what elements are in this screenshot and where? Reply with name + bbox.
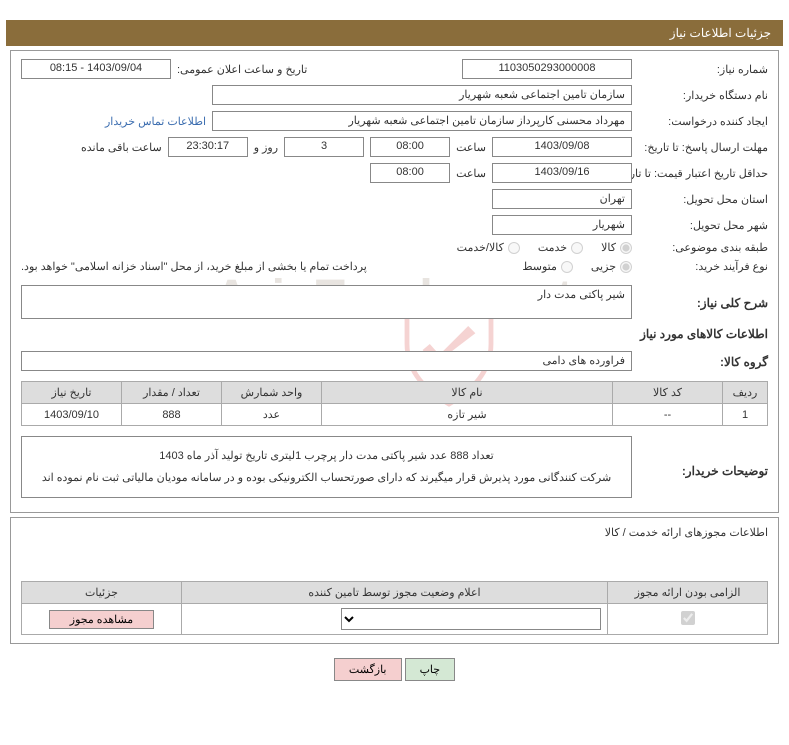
delivery-city-value: شهریار bbox=[492, 215, 632, 235]
requester-label: ایجاد کننده درخواست: bbox=[638, 115, 768, 128]
delivery-city-label: شهر محل تحویل: bbox=[638, 219, 768, 232]
table-row: 1 -- شیر تازه عدد 888 1403/09/10 bbox=[22, 404, 768, 426]
th-need-date: تاریخ نیاز bbox=[22, 382, 122, 404]
goods-group-label: گروه کالا: bbox=[638, 355, 768, 369]
pt-medium-radio[interactable] bbox=[561, 261, 573, 273]
license-panel-title: اطلاعات مجوزهای ارائه خدمت / کالا bbox=[21, 526, 768, 539]
cell-need-date: 1403/09/10 bbox=[22, 404, 122, 426]
subject-category-group: کالا خدمت کالا/خدمت bbox=[457, 241, 632, 254]
buyer-desc-box: تعداد 888 عدد شیر پاکتی مدت دار پرچرب 1ل… bbox=[21, 436, 632, 498]
remaining-suffix: ساعت باقی مانده bbox=[81, 141, 162, 154]
time-label-1: ساعت bbox=[456, 141, 486, 154]
announce-datetime-value: 1403/09/04 - 08:15 bbox=[21, 59, 171, 79]
purchase-type-group: جزیی متوسط bbox=[522, 260, 632, 273]
back-button[interactable]: بازگشت bbox=[334, 658, 402, 681]
cat-goods-radio[interactable] bbox=[620, 242, 632, 254]
need-number-label: شماره نیاز: bbox=[638, 63, 768, 76]
time-label-2: ساعت bbox=[456, 167, 486, 180]
goods-group-value: فراورده های دامی bbox=[21, 351, 632, 371]
reply-deadline-label: مهلت ارسال پاسخ: تا تاریخ: bbox=[638, 141, 768, 154]
print-button[interactable]: چاپ bbox=[405, 658, 456, 681]
th-details: جزئیات bbox=[22, 582, 182, 604]
main-info-panel: شماره نیاز: 1103050293000008 تاریخ و ساع… bbox=[10, 50, 779, 513]
goods-table-header-row: ردیف کد کالا نام کالا واحد شمارش تعداد /… bbox=[22, 382, 768, 404]
purchase-type-label: نوع فرآیند خرید: bbox=[638, 260, 768, 273]
buyer-desc-line2: شرکت کنندگانی مورد پذیرش قرار میگیرند که… bbox=[30, 467, 623, 489]
cell-name: شیر تازه bbox=[322, 404, 613, 426]
license-table: الزامی بودن ارائه مجوز اعلام وضعیت مجوز … bbox=[21, 581, 768, 635]
reply-deadline-time: 08:00 bbox=[370, 137, 450, 157]
buyer-org-label: نام دستگاه خریدار: bbox=[638, 89, 768, 102]
cell-code: -- bbox=[613, 404, 723, 426]
cell-row: 1 bbox=[723, 404, 768, 426]
page-header: جزئیات اطلاعات نیاز bbox=[6, 20, 783, 46]
view-license-button[interactable]: مشاهده مجوز bbox=[49, 610, 154, 629]
days-remaining: 3 bbox=[284, 137, 364, 157]
min-validity-date: 1403/09/16 bbox=[492, 163, 632, 183]
pt-medium-label: متوسط bbox=[522, 260, 557, 273]
cat-goods-option[interactable]: کالا bbox=[601, 241, 632, 254]
pt-partial-label: جزیی bbox=[591, 260, 616, 273]
cell-unit: عدد bbox=[222, 404, 322, 426]
th-status: اعلام وضعیت مجوز توسط تامین کننده bbox=[182, 582, 608, 604]
th-unit: واحد شمارش bbox=[222, 382, 322, 404]
need-number-value: 1103050293000008 bbox=[462, 59, 632, 79]
goods-table: ردیف کد کالا نام کالا واحد شمارش تعداد /… bbox=[21, 381, 768, 426]
license-row: مشاهده مجوز bbox=[22, 604, 768, 635]
cell-qty: 888 bbox=[122, 404, 222, 426]
subject-category-label: طبقه بندی موضوعی: bbox=[638, 241, 768, 254]
cat-goods-service-label: کالا/خدمت bbox=[457, 241, 504, 254]
requester-value: مهرداد محسنی کارپرداز سازمان تامین اجتما… bbox=[212, 111, 632, 131]
th-row: ردیف bbox=[723, 382, 768, 404]
min-validity-time: 08:00 bbox=[370, 163, 450, 183]
delivery-province-value: تهران bbox=[492, 189, 632, 209]
need-summary-label: شرح کلی نیاز: bbox=[638, 296, 768, 310]
buyer-desc-line1: تعداد 888 عدد شیر پاکتی مدت دار پرچرب 1ل… bbox=[30, 445, 623, 467]
cat-service-label: خدمت bbox=[538, 241, 567, 254]
th-code: کد کالا bbox=[613, 382, 723, 404]
license-status-cell bbox=[182, 604, 608, 635]
status-select[interactable] bbox=[341, 608, 601, 630]
need-summary-value: شیر پاکتی مدت دار bbox=[21, 285, 632, 319]
days-and-label: روز و bbox=[254, 141, 278, 154]
buyer-desc-label: توضیحات خریدار: bbox=[638, 444, 768, 478]
pt-medium-option[interactable]: متوسط bbox=[522, 260, 573, 273]
license-header-row: الزامی بودن ارائه مجوز اعلام وضعیت مجوز … bbox=[22, 582, 768, 604]
license-panel: اطلاعات مجوزهای ارائه خدمت / کالا الزامی… bbox=[10, 517, 779, 644]
footer-buttons: چاپ بازگشت bbox=[0, 648, 789, 701]
th-name: نام کالا bbox=[322, 382, 613, 404]
treasury-note: پرداخت تمام یا بخشی از مبلغ خرید، از محل… bbox=[21, 260, 367, 273]
reply-deadline-date: 1403/09/08 bbox=[492, 137, 632, 157]
th-qty: تعداد / مقدار bbox=[122, 382, 222, 404]
goods-info-title: اطلاعات کالاهای مورد نیاز bbox=[21, 327, 768, 341]
cat-goods-service-option[interactable]: کالا/خدمت bbox=[457, 241, 520, 254]
th-mandatory: الزامی بودن ارائه مجوز bbox=[608, 582, 768, 604]
cat-goods-label: کالا bbox=[601, 241, 616, 254]
time-remaining: 23:30:17 bbox=[168, 137, 248, 157]
announce-datetime-label: تاریخ و ساعت اعلان عمومی: bbox=[177, 63, 307, 76]
delivery-province-label: استان محل تحویل: bbox=[638, 193, 768, 206]
license-mandatory-cell bbox=[608, 604, 768, 635]
mandatory-checkbox bbox=[681, 611, 695, 625]
license-details-cell: مشاهده مجوز bbox=[22, 604, 182, 635]
pt-partial-option[interactable]: جزیی bbox=[591, 260, 632, 273]
buyer-org-value: سازمان تامین اجتماعی شعبه شهریار bbox=[212, 85, 632, 105]
cat-service-option[interactable]: خدمت bbox=[538, 241, 583, 254]
buyer-contact-link[interactable]: اطلاعات تماس خریدار bbox=[105, 115, 206, 128]
min-validity-label: حداقل تاریخ اعتبار قیمت: تا تاریخ: bbox=[638, 167, 768, 180]
cat-goods-service-radio[interactable] bbox=[508, 242, 520, 254]
cat-service-radio[interactable] bbox=[571, 242, 583, 254]
pt-partial-radio[interactable] bbox=[620, 261, 632, 273]
